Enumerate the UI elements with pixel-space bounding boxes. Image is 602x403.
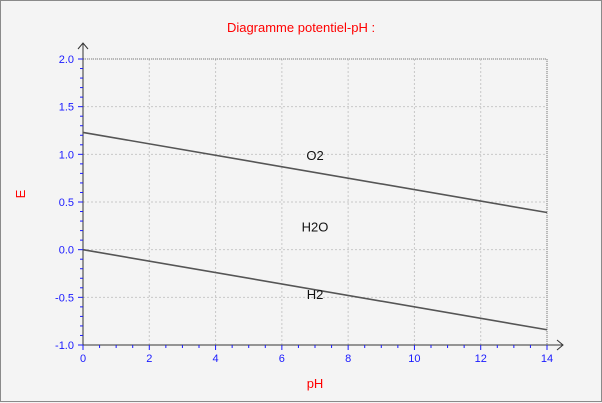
x-tick-label: 14 xyxy=(541,353,553,365)
y-tick-label: -1.0 xyxy=(55,340,74,352)
chart-title: Diagramme potentiel-pH : xyxy=(227,20,375,35)
grid xyxy=(82,58,548,346)
y-tick-label: 0.0 xyxy=(59,245,74,257)
x-axis-arrow xyxy=(556,339,564,351)
x-axis-label: pH xyxy=(307,376,324,391)
region-label: O2 xyxy=(306,148,323,163)
y-tick-label: -0.5 xyxy=(55,292,74,304)
y-tick-label: 1.5 xyxy=(59,102,74,114)
series-line xyxy=(82,131,548,214)
x-tick-label: 8 xyxy=(345,353,351,365)
y-axis-arrow xyxy=(77,42,89,50)
x-tick-label: 6 xyxy=(279,353,285,365)
y-tick-label: 2.0 xyxy=(59,54,74,66)
series-line xyxy=(82,248,548,331)
region-label: H2 xyxy=(307,287,324,302)
y-axis-label: E xyxy=(13,189,28,198)
series-lines xyxy=(82,131,548,331)
y-tick-label: 0.5 xyxy=(59,197,74,209)
ticks: 0 2 4 6 8 10 12 14 -1.0 -0.5 0.0 0.5 1.0 1.5 2.0 xyxy=(55,42,564,365)
x-tick-label: 12 xyxy=(475,353,487,365)
region-label: H2O xyxy=(302,220,329,235)
x-tick-label: 0 xyxy=(80,353,86,365)
region-labels: O2 H2O H2 xyxy=(302,148,329,302)
y-tick-label: 1.0 xyxy=(59,149,74,161)
x-tick-label: 4 xyxy=(213,353,219,365)
x-tick-label: 10 xyxy=(408,353,420,365)
x-tick-label: 2 xyxy=(146,353,152,365)
